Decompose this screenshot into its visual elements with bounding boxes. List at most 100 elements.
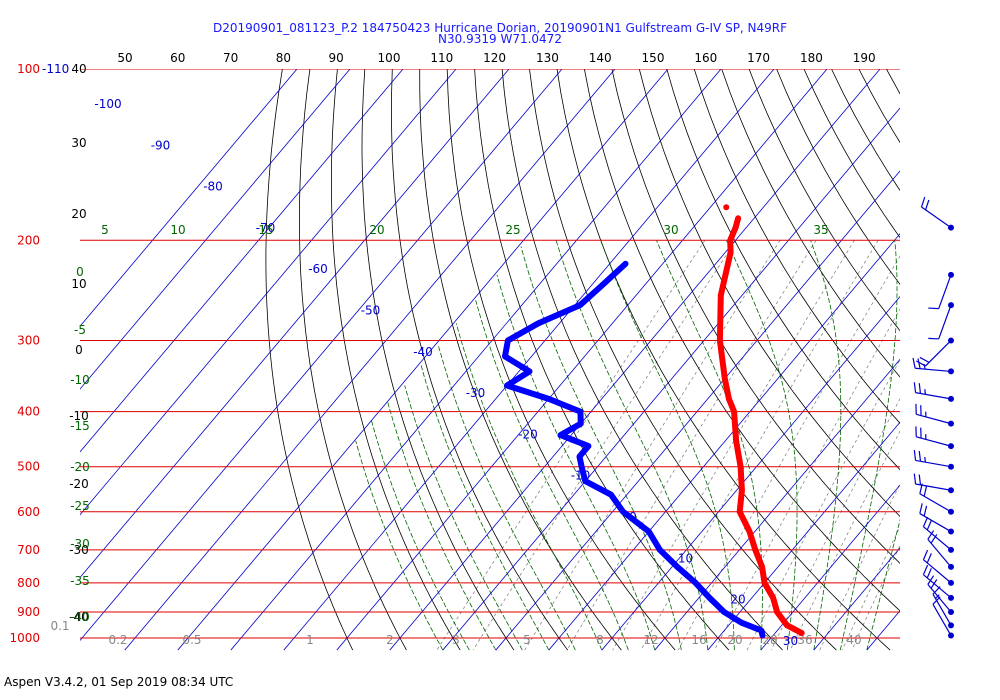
pressure-label-500: 500 [17, 460, 40, 474]
dry-adiabat-line [721, 69, 900, 378]
isotherm-line [124, 69, 616, 651]
wind-barb-half-feather [923, 363, 926, 370]
isotherm-line [442, 107, 900, 651]
pressure-label-400: 400 [17, 405, 40, 419]
temperature-profile [716, 215, 805, 636]
wind-barb-feather [913, 473, 917, 485]
wind-barb [913, 382, 954, 402]
wind-barb-feather [913, 450, 917, 461]
dry-adiabat-line [556, 69, 891, 651]
wind-barb-staff [916, 436, 952, 447]
wind-barb-station [948, 420, 954, 427]
isotherm-line [80, 69, 457, 516]
mixing-ratio-label: 0.1 [50, 619, 69, 633]
wind-barb-station [948, 528, 954, 535]
wind-barb-feather [918, 450, 922, 462]
top-axis-tick-140: 140 [589, 51, 612, 65]
wind-barb-feather [926, 568, 932, 579]
dry-adiabat-line [831, 69, 900, 192]
wind-barb-feather [928, 337, 939, 340]
wind-barb-staff [932, 604, 952, 636]
dewpoint-profile [502, 260, 766, 639]
moist-adiabat-top-label: 25 [505, 223, 520, 237]
dry-adiabat-line [299, 69, 407, 651]
moist-adiabat-label: -40 [70, 610, 90, 624]
footer-version-timestamp: Aspen V3.4.2, 01 Sep 2019 08:34 UTC [4, 675, 234, 689]
wind-barb-feather [928, 307, 939, 310]
pressure-label-900: 900 [17, 605, 40, 619]
mixing-ratio-line [612, 240, 855, 651]
wind-barb-feather [912, 357, 916, 369]
isotherm-line [548, 233, 900, 651]
moist-adiabat-line [656, 240, 763, 651]
dry-adiabat-line [858, 69, 900, 144]
wind-barb-feather [918, 383, 922, 394]
mixing-ratio-line [746, 359, 900, 651]
moist-adiabat-label: -10 [70, 373, 90, 387]
moist-adiabat-line [555, 240, 709, 651]
moist-adiabat-line [455, 323, 603, 651]
isotherm-label: -70 [256, 221, 276, 235]
moist-adiabat-label: -25 [70, 499, 90, 513]
isotherm-label: -50 [361, 304, 381, 318]
wind-barb-station [948, 546, 954, 553]
dry-adiabat-line [361, 69, 515, 651]
wind-barb-feather [922, 564, 929, 575]
wind-barb-feather [927, 530, 935, 540]
moist-adiabat-label: -5 [74, 323, 86, 337]
isotherm-label: -80 [203, 180, 223, 194]
wind-barb-station [948, 224, 954, 231]
wind-barb-feather [917, 358, 921, 369]
dry-adiabat-label: -40 [69, 610, 89, 624]
dry-adiabat-line [265, 69, 354, 651]
wind-barb-station [948, 443, 954, 450]
dry-adiabat-line [748, 69, 900, 332]
wind-barb-staff [915, 367, 952, 373]
mixing-ratio-label: 2 [386, 633, 394, 647]
isotherm-label: -20 [518, 427, 538, 441]
wind-barb-station [948, 594, 954, 601]
dry-adiabat-line [693, 69, 900, 424]
wind-barb-station [948, 395, 954, 402]
isotherm-line [80, 69, 563, 641]
dry-adiabat-label: 0 [75, 343, 83, 357]
dry-adiabat-label: -20 [69, 477, 89, 491]
isotherm-label: -90 [151, 138, 171, 152]
dry-adiabat-line [390, 69, 569, 651]
chart-title-line-2: N30.9319 W71.0472 [438, 32, 562, 46]
mixing-ratio-label: 0.2 [108, 633, 127, 647]
pressure-label-800: 800 [17, 576, 40, 590]
wind-barb-feather [919, 483, 923, 494]
wind-barb-staff [938, 274, 952, 309]
mixing-ratio-line [677, 255, 900, 651]
wind-barb-staff [919, 493, 952, 513]
moist-adiabat-line [371, 420, 470, 651]
moist-adiabat-label: -15 [70, 419, 90, 433]
wind-barb [912, 357, 954, 375]
wind-barb [915, 403, 954, 427]
top-axis-tick-130: 130 [536, 51, 559, 65]
dry-adiabat-line [501, 69, 783, 651]
moist-adiabat-top-label: 10 [170, 223, 185, 237]
dry-adiabat-line [969, 69, 1000, 650]
wind-barb [932, 596, 954, 639]
wind-barb-staff [916, 413, 952, 425]
wind-barb-feather [920, 196, 926, 208]
isotherm-line [177, 69, 669, 651]
wind-barb-staff [923, 574, 952, 599]
moist-adiabat-label: -20 [70, 460, 90, 474]
mixing-ratio-label: 1 [306, 633, 314, 647]
wind-barb-feather [913, 382, 917, 393]
pressure-label-600: 600 [17, 505, 40, 519]
moist-adiabat-label: 0 [76, 265, 84, 279]
isotherm-line [495, 170, 900, 651]
isotherm-line [283, 69, 775, 651]
pressure-label-700: 700 [17, 543, 40, 557]
isotherm-line [707, 421, 900, 651]
moist-adiabat-label: -35 [70, 574, 90, 588]
moist-adiabat-line [475, 300, 629, 651]
moist-adiabat-line [437, 344, 576, 651]
mixing-ratio-line [640, 240, 879, 651]
pressure-label-extra: -110 [42, 62, 69, 76]
mixing-ratio-label: 20 [727, 633, 742, 647]
